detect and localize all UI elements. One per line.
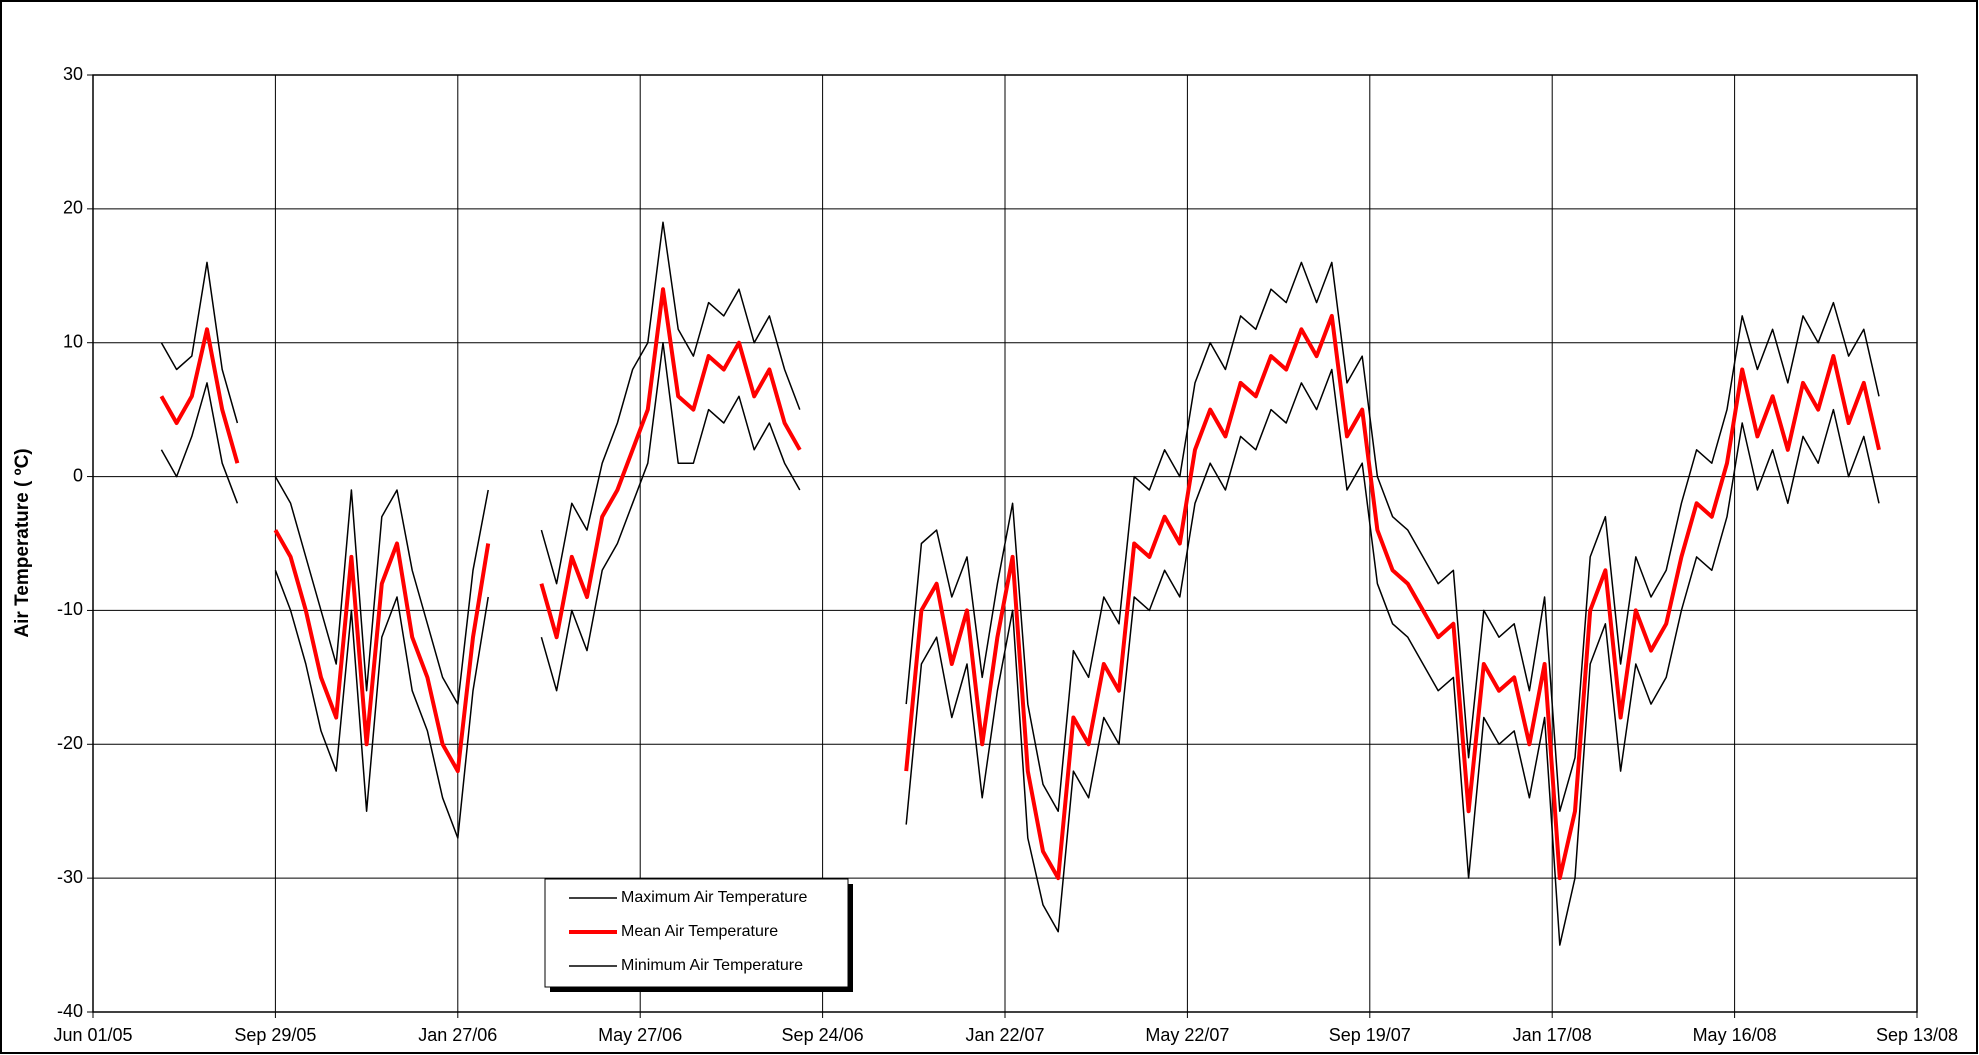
y-tick-label: 0 — [73, 465, 83, 485]
x-tick-label: May 22/07 — [1145, 1025, 1229, 1045]
y-tick-label: -40 — [57, 1001, 83, 1021]
legend-label: Minimum Air Temperature — [621, 957, 803, 974]
x-tick-label: Jan 17/08 — [1513, 1025, 1592, 1045]
legend-label: Maximum Air Temperature — [621, 889, 808, 906]
y-axis-label: Air Temperature ( ºC) — [12, 448, 33, 637]
series-line — [159, 287, 1881, 881]
x-tick-label: May 16/08 — [1693, 1025, 1777, 1045]
plot-border — [92, 74, 1918, 1013]
series-line — [160, 221, 1880, 812]
y-tick-label: 20 — [63, 198, 83, 218]
x-tick-label: May 27/06 — [598, 1025, 682, 1045]
x-tick-label: Sep 29/05 — [234, 1025, 316, 1045]
x-tick-label: Sep 24/06 — [782, 1025, 864, 1045]
x-tick-label: Jan 27/06 — [418, 1025, 497, 1045]
x-tick-label: Sep 19/07 — [1329, 1025, 1411, 1045]
legend-label: Mean Air Temperature — [621, 923, 778, 940]
y-tick-label: 10 — [63, 331, 83, 351]
x-tick-label: Sep 13/08 — [1876, 1025, 1958, 1045]
y-tick-label: -20 — [57, 733, 83, 753]
y-tick-label: 30 — [63, 64, 83, 84]
series-line — [160, 341, 1880, 946]
x-tick-label: Jun 01/05 — [53, 1025, 132, 1045]
y-tick-label: -10 — [57, 599, 83, 619]
x-tick-label: Jan 22/07 — [965, 1025, 1044, 1045]
y-tick-label: -30 — [57, 867, 83, 887]
